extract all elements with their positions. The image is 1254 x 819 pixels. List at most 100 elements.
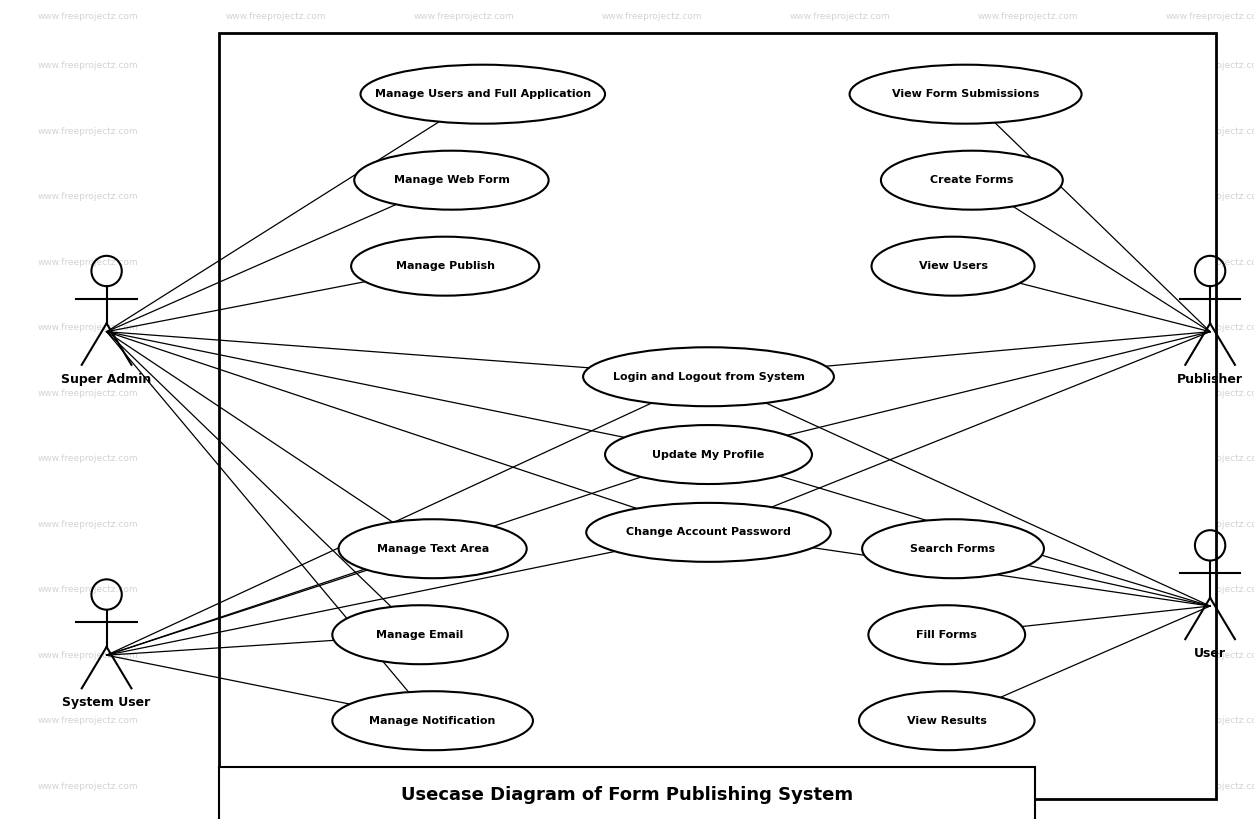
Text: www.freeprojectz.com: www.freeprojectz.com [38, 455, 138, 463]
Text: User: User [1194, 647, 1226, 660]
Ellipse shape [868, 605, 1026, 664]
Text: www.freeprojectz.com: www.freeprojectz.com [602, 324, 702, 332]
Text: www.freeprojectz.com: www.freeprojectz.com [978, 192, 1078, 201]
Text: www.freeprojectz.com: www.freeprojectz.com [226, 61, 326, 70]
Text: www.freeprojectz.com: www.freeprojectz.com [1166, 389, 1254, 397]
Text: View Results: View Results [907, 716, 987, 726]
Text: www.freeprojectz.com: www.freeprojectz.com [790, 520, 890, 528]
Text: System User: System User [63, 696, 150, 709]
Text: www.freeprojectz.com: www.freeprojectz.com [978, 520, 1078, 528]
Text: www.freeprojectz.com: www.freeprojectz.com [978, 389, 1078, 397]
Text: Usecase Diagram of Form Publishing System: Usecase Diagram of Form Publishing Syste… [401, 786, 853, 804]
Text: www.freeprojectz.com: www.freeprojectz.com [790, 586, 890, 594]
Text: View Users: View Users [918, 261, 988, 271]
Text: www.freeprojectz.com: www.freeprojectz.com [602, 258, 702, 266]
Text: www.freeprojectz.com: www.freeprojectz.com [790, 782, 890, 790]
Text: www.freeprojectz.com: www.freeprojectz.com [226, 651, 326, 659]
Ellipse shape [850, 65, 1081, 124]
Text: Publisher: Publisher [1178, 373, 1243, 386]
Text: www.freeprojectz.com: www.freeprojectz.com [226, 389, 326, 397]
Text: Login and Logout from System: Login and Logout from System [612, 372, 805, 382]
Text: Super Admin: Super Admin [61, 373, 152, 386]
Text: www.freeprojectz.com: www.freeprojectz.com [1166, 782, 1254, 790]
Text: www.freeprojectz.com: www.freeprojectz.com [38, 717, 138, 725]
Text: www.freeprojectz.com: www.freeprojectz.com [414, 127, 514, 135]
Text: www.freeprojectz.com: www.freeprojectz.com [978, 586, 1078, 594]
Text: www.freeprojectz.com: www.freeprojectz.com [1166, 717, 1254, 725]
Text: www.freeprojectz.com: www.freeprojectz.com [978, 455, 1078, 463]
Bar [219, 33, 1216, 799]
Text: www.freeprojectz.com: www.freeprojectz.com [790, 192, 890, 201]
Text: www.freeprojectz.com: www.freeprojectz.com [38, 12, 138, 20]
Text: www.freeprojectz.com: www.freeprojectz.com [38, 192, 138, 201]
Text: www.freeprojectz.com: www.freeprojectz.com [38, 520, 138, 528]
Ellipse shape [332, 605, 508, 664]
Text: www.freeprojectz.com: www.freeprojectz.com [790, 258, 890, 266]
Ellipse shape [583, 347, 834, 406]
Bar [219, 767, 1035, 819]
Text: www.freeprojectz.com: www.freeprojectz.com [1166, 455, 1254, 463]
Text: www.freeprojectz.com: www.freeprojectz.com [978, 717, 1078, 725]
Ellipse shape [880, 151, 1063, 210]
Text: www.freeprojectz.com: www.freeprojectz.com [790, 61, 890, 70]
Text: www.freeprojectz.com: www.freeprojectz.com [978, 782, 1078, 790]
Text: www.freeprojectz.com: www.freeprojectz.com [978, 651, 1078, 659]
Text: www.freeprojectz.com: www.freeprojectz.com [38, 586, 138, 594]
Text: www.freeprojectz.com: www.freeprojectz.com [38, 782, 138, 790]
Text: Fill Forms: Fill Forms [917, 630, 977, 640]
Text: www.freeprojectz.com: www.freeprojectz.com [602, 586, 702, 594]
Text: www.freeprojectz.com: www.freeprojectz.com [414, 389, 514, 397]
Text: www.freeprojectz.com: www.freeprojectz.com [414, 651, 514, 659]
Text: www.freeprojectz.com: www.freeprojectz.com [602, 520, 702, 528]
Ellipse shape [339, 519, 527, 578]
Text: www.freeprojectz.com: www.freeprojectz.com [226, 12, 326, 20]
Text: www.freeprojectz.com: www.freeprojectz.com [602, 389, 702, 397]
Text: www.freeprojectz.com: www.freeprojectz.com [790, 455, 890, 463]
Text: www.freeprojectz.com: www.freeprojectz.com [414, 717, 514, 725]
Text: Search Forms: Search Forms [910, 544, 996, 554]
Text: www.freeprojectz.com: www.freeprojectz.com [978, 127, 1078, 135]
Text: www.freeprojectz.com: www.freeprojectz.com [226, 324, 326, 332]
Text: Manage Users and Full Application: Manage Users and Full Application [375, 89, 591, 99]
Text: www.freeprojectz.com: www.freeprojectz.com [602, 717, 702, 725]
Text: www.freeprojectz.com: www.freeprojectz.com [1166, 127, 1254, 135]
Text: Create Forms: Create Forms [930, 175, 1013, 185]
Text: www.freeprojectz.com: www.freeprojectz.com [226, 192, 326, 201]
Text: www.freeprojectz.com: www.freeprojectz.com [602, 61, 702, 70]
Text: www.freeprojectz.com: www.freeprojectz.com [978, 258, 1078, 266]
Text: www.freeprojectz.com: www.freeprojectz.com [414, 192, 514, 201]
Text: www.freeprojectz.com: www.freeprojectz.com [226, 258, 326, 266]
Text: www.freeprojectz.com: www.freeprojectz.com [790, 127, 890, 135]
Ellipse shape [361, 65, 606, 124]
Text: www.freeprojectz.com: www.freeprojectz.com [602, 12, 702, 20]
Text: View Form Submissions: View Form Submissions [892, 89, 1040, 99]
Text: www.freeprojectz.com: www.freeprojectz.com [226, 127, 326, 135]
Ellipse shape [604, 425, 813, 484]
Text: www.freeprojectz.com: www.freeprojectz.com [978, 61, 1078, 70]
Text: www.freeprojectz.com: www.freeprojectz.com [38, 324, 138, 332]
Text: www.freeprojectz.com: www.freeprojectz.com [38, 258, 138, 266]
Text: www.freeprojectz.com: www.freeprojectz.com [790, 12, 890, 20]
Ellipse shape [332, 691, 533, 750]
Text: www.freeprojectz.com: www.freeprojectz.com [1166, 61, 1254, 70]
Text: www.freeprojectz.com: www.freeprojectz.com [38, 651, 138, 659]
Text: Change Account Password: Change Account Password [626, 527, 791, 537]
Ellipse shape [863, 519, 1043, 578]
Text: www.freeprojectz.com: www.freeprojectz.com [414, 61, 514, 70]
Text: www.freeprojectz.com: www.freeprojectz.com [414, 12, 514, 20]
Text: www.freeprojectz.com: www.freeprojectz.com [38, 127, 138, 135]
Ellipse shape [859, 691, 1035, 750]
Text: www.freeprojectz.com: www.freeprojectz.com [414, 586, 514, 594]
Text: www.freeprojectz.com: www.freeprojectz.com [978, 12, 1078, 20]
Text: www.freeprojectz.com: www.freeprojectz.com [1166, 12, 1254, 20]
Text: www.freeprojectz.com: www.freeprojectz.com [226, 782, 326, 790]
Text: www.freeprojectz.com: www.freeprojectz.com [790, 389, 890, 397]
Text: www.freeprojectz.com: www.freeprojectz.com [414, 782, 514, 790]
Text: www.freeprojectz.com: www.freeprojectz.com [38, 389, 138, 397]
Text: www.freeprojectz.com: www.freeprojectz.com [790, 651, 890, 659]
Ellipse shape [872, 237, 1035, 296]
Text: www.freeprojectz.com: www.freeprojectz.com [602, 455, 702, 463]
Text: Manage Notification: Manage Notification [370, 716, 495, 726]
Text: www.freeprojectz.com: www.freeprojectz.com [1166, 258, 1254, 266]
Text: Update My Profile: Update My Profile [652, 450, 765, 459]
